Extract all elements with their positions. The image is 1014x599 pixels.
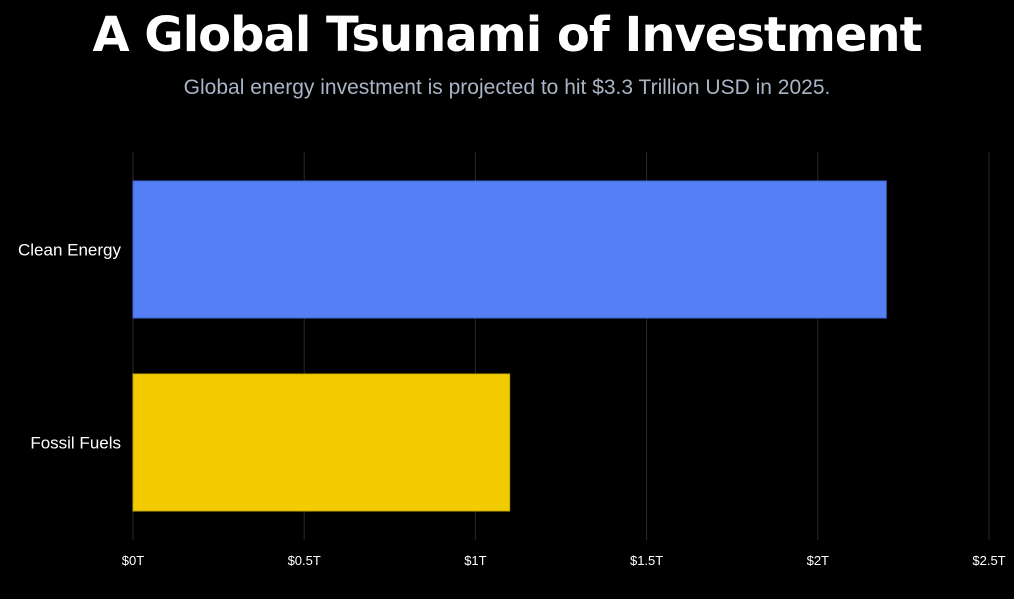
bars [132,180,887,512]
category-label: Clean Energy [18,241,122,260]
category-label: Fossil Fuels [30,434,121,453]
bar-fossil-fuels [132,373,511,512]
x-tick-label: $2.5T [972,553,1005,568]
chart-title: A Global Tsunami of Investment [92,7,922,63]
x-tick-label: $1.5T [630,553,663,568]
x-tick-label: $0.5T [288,553,321,568]
chart-subtitle: Global energy investment is projected to… [183,76,831,99]
bar-clean-energy [132,180,887,319]
category-labels: Clean Energy Fossil Fuels [18,241,122,453]
x-tick-label: $0T [122,553,144,568]
x-axis-tick-labels: $0T $0.5T $1T $1.5T $2T $2.5T [122,553,1006,568]
x-tick-label: $1T [464,553,486,568]
x-tick-label: $2T [807,553,829,568]
